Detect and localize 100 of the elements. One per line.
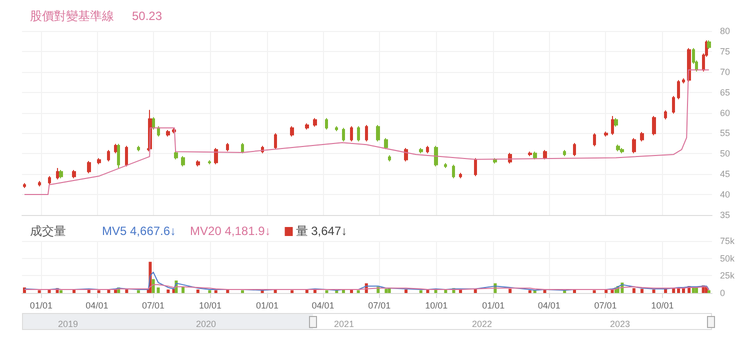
candlestick [682, 78, 685, 84]
candlestick [152, 116, 155, 130]
text: MV5 4,667.6↓ [102, 224, 176, 238]
candlestick [376, 124, 380, 142]
candlestick [342, 127, 345, 142]
bar [592, 290, 596, 293]
candlestick [543, 149, 547, 160]
candlestick [384, 138, 388, 150]
x-tick-label: 01/01 [482, 300, 505, 310]
candlestick [174, 150, 178, 160]
y-tick-label: 55 [720, 128, 730, 138]
candlestick [664, 110, 667, 120]
text: MV20 4,181.9↓ [190, 224, 271, 238]
bar [695, 287, 698, 293]
bar [682, 288, 686, 293]
candlestick [604, 131, 608, 137]
bar [196, 290, 200, 293]
candlestick [707, 40, 711, 50]
bar [419, 290, 422, 293]
candlestick [72, 170, 76, 179]
candlestick [38, 180, 41, 187]
text: 50.23 [132, 9, 162, 23]
candlestick [137, 145, 140, 152]
bar [152, 279, 155, 293]
bar [508, 288, 512, 293]
candlestick [632, 138, 636, 154]
bar [290, 290, 294, 293]
candlestick [23, 182, 26, 189]
candlestick [620, 147, 624, 154]
candlestick [677, 80, 680, 100]
candlestick [563, 149, 566, 157]
candlestick [56, 167, 59, 180]
y-tick-label: 75 [720, 46, 730, 56]
x-tick-label: 10/01 [199, 300, 222, 310]
candlestick [593, 132, 596, 147]
x-tick-label: 01/01 [30, 300, 52, 310]
bar [136, 290, 140, 293]
candlestick [290, 126, 294, 137]
candlestick [87, 160, 91, 174]
candlestick [365, 124, 368, 142]
bar [125, 290, 128, 293]
candlestick [493, 158, 497, 164]
candlestick [125, 145, 128, 167]
x-tick-label: 07/01 [142, 300, 165, 310]
y-tick-label: 45 [720, 169, 730, 180]
candlestick [672, 96, 675, 114]
bar [208, 290, 212, 293]
candlestick [117, 143, 120, 168]
text: 股價對變基準線 [30, 9, 114, 23]
bar [325, 290, 328, 293]
bar [640, 288, 644, 293]
candlestick [114, 143, 117, 154]
candlestick [59, 170, 63, 179]
candlestick [419, 147, 423, 154]
candlestick [640, 131, 644, 142]
bar [166, 290, 170, 293]
legend-label: 量 3,647↓ [296, 224, 348, 238]
line-series [24, 69, 710, 196]
bar [528, 290, 532, 293]
y-tick-label: 25k [720, 270, 736, 281]
candlestick [107, 149, 110, 162]
bar [38, 290, 41, 293]
candlestick [533, 151, 537, 160]
y-tick-label: 35 [720, 210, 730, 220]
candlestick [350, 126, 353, 142]
y-tick-label: 0 [720, 288, 726, 298]
bar [388, 288, 391, 293]
candlestick [226, 142, 229, 152]
bar [707, 290, 710, 293]
bar [632, 288, 636, 293]
candlestick [166, 129, 170, 137]
x-tick-label: 01/01 [256, 300, 279, 310]
candlestick [434, 145, 438, 167]
x-tick-label: 07/01 [368, 300, 391, 310]
y-tick-label: 40 [720, 190, 730, 200]
bar [156, 287, 160, 293]
candlestick [196, 160, 200, 167]
candlestick [616, 144, 620, 152]
candlestick [573, 142, 576, 157]
candlestick [452, 164, 455, 179]
candlestick [214, 147, 218, 165]
candlestick [241, 142, 244, 154]
candlestick [157, 126, 160, 137]
candlestick [426, 145, 429, 154]
candlestick [274, 132, 277, 150]
candlestick [404, 147, 408, 162]
candlestick [335, 126, 338, 132]
candlestick [181, 156, 185, 167]
y-tick-label: 80 [720, 26, 730, 36]
bar [384, 288, 388, 293]
candlestick [611, 116, 614, 136]
candlestick [357, 126, 360, 142]
x-tick-label: 04/01 [312, 300, 334, 310]
candlestick [305, 122, 309, 130]
candlestick [459, 172, 462, 179]
candlestick [652, 116, 656, 136]
candlestick [474, 158, 477, 177]
candlestick [388, 154, 391, 162]
bar [404, 290, 408, 293]
x-tick-label: 10/01 [651, 300, 674, 310]
